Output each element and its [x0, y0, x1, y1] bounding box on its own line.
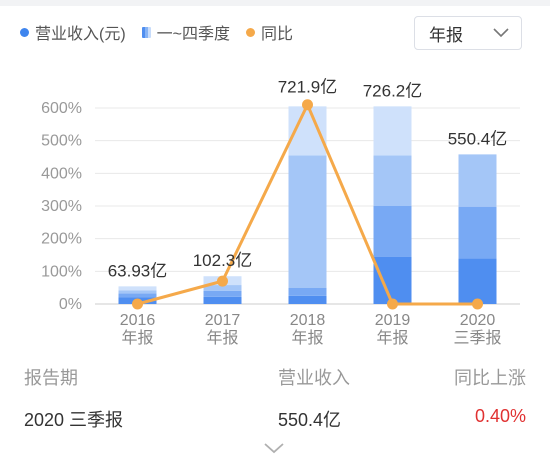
bar-data-label: 721.9亿	[278, 78, 338, 97]
top-strip	[0, 0, 550, 6]
bar-segment	[458, 154, 497, 207]
bar-data-label: 102.3亿	[193, 251, 253, 270]
bar-segment	[373, 106, 412, 156]
header-period: 报告期	[24, 368, 78, 388]
x-tick-label: 年报	[206, 329, 238, 347]
row-revenue: 550.4亿	[278, 410, 342, 430]
x-tick-label: 年报	[376, 329, 408, 347]
yoy-point	[302, 99, 313, 111]
bar-segment	[203, 296, 242, 304]
bar-data-label: 550.4亿	[448, 129, 508, 148]
bar-segment	[288, 287, 327, 296]
x-tick-label: 年报	[291, 329, 323, 347]
x-tick-label: 2017	[205, 312, 241, 329]
bar-segment	[373, 256, 412, 304]
legend-revenue-label: 营业收入(元)	[35, 26, 126, 43]
bar-segment	[118, 293, 157, 298]
legend-quarters[interactable]: 一~四季度	[141, 20, 231, 44]
y-tick-label: 200%	[41, 231, 82, 248]
bar-segment	[118, 286, 157, 291]
x-tick-label: 2020	[460, 312, 496, 329]
header-growth: 同比上涨	[454, 368, 526, 388]
legend-quarters-label: 一~四季度	[156, 26, 231, 43]
bar-segment	[373, 206, 412, 257]
bar-segment	[373, 155, 412, 206]
yoy-point	[472, 298, 483, 310]
bar-segment	[203, 285, 242, 291]
y-tick-label: 400%	[41, 165, 82, 182]
legend-revenue[interactable]: 营业收入(元)	[20, 20, 126, 44]
x-tick-label: 2018	[290, 312, 326, 329]
bar-segment	[288, 295, 327, 304]
revenue-chart: 0% 100% 200% 300% 400% 500% 600% 63.93亿 102.3亿 7…	[41, 78, 520, 347]
row-growth: 0.40%	[474, 406, 526, 426]
yoy-point	[387, 298, 398, 310]
bar-segment	[118, 290, 157, 294]
expand-chevron-icon[interactable]	[262, 440, 286, 456]
x-tick-label: 2016	[120, 312, 156, 329]
period-select[interactable]: 年报	[414, 16, 522, 50]
bar-segment	[458, 206, 497, 259]
chart-legend: 营业收入(元) 一~四季度 同比	[20, 18, 293, 46]
period-select-value: 年报	[429, 25, 463, 45]
bar-segment	[458, 258, 497, 304]
y-tick-label: 600%	[41, 100, 82, 117]
bar-data-label: 63.93亿	[108, 261, 168, 280]
y-tick-label: 0%	[59, 296, 82, 313]
quarters-bar-icon	[141, 26, 151, 38]
x-tick-label: 2019	[375, 312, 411, 329]
yoy-line	[132, 99, 483, 310]
chevron-down-icon	[493, 28, 509, 38]
x-tick-label: 年报	[121, 329, 153, 347]
yoy-point	[217, 275, 228, 287]
y-axis-ticks: 0% 100% 200% 300% 400% 500% 600%	[41, 100, 82, 313]
summary-header: 报告期 营业收入 同比上涨	[0, 358, 550, 394]
bar-segment	[203, 290, 242, 297]
x-tick-label: 三季报	[453, 329, 501, 347]
header-revenue: 营业收入	[278, 368, 350, 388]
yoy-dot-icon	[246, 27, 256, 37]
revenue-dot-icon	[20, 27, 29, 37]
y-tick-label: 100%	[41, 263, 82, 280]
y-tick-label: 500%	[41, 133, 82, 150]
bar-data-label: 726.2亿	[363, 81, 423, 100]
yoy-point	[132, 298, 143, 310]
legend-yoy-label: 同比	[261, 26, 294, 43]
bar-segment	[288, 155, 327, 288]
legend-yoy[interactable]: 同比	[246, 20, 293, 44]
row-period: 2020 三季报	[24, 410, 124, 430]
y-tick-label: 300%	[41, 198, 82, 215]
chart-bars	[118, 106, 497, 304]
summary-row: 2020 三季报 550.4亿 0.40%	[0, 400, 550, 436]
bar-data-labels: 63.93亿 102.3亿 721.9亿 726.2亿 550.4亿	[108, 78, 508, 281]
